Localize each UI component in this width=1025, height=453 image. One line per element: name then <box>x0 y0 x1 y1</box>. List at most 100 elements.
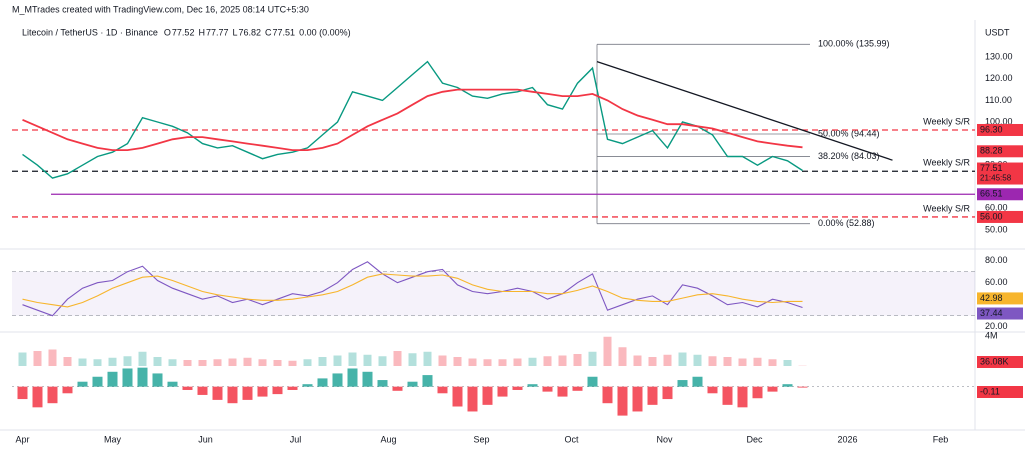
volume-bar <box>288 360 297 366</box>
ma-tag-bg <box>977 145 1023 158</box>
volume-bar <box>498 359 507 366</box>
volume-bar <box>603 336 612 366</box>
macd-histogram-bar <box>782 384 793 387</box>
volume-bar <box>183 360 192 366</box>
x-tick-label: Jun <box>198 434 213 444</box>
fib-label: 0.00% (52.88) <box>818 218 875 228</box>
macd-histogram-bar <box>332 373 343 387</box>
volume-bar <box>363 354 372 366</box>
macd-histogram-bar <box>722 386 733 405</box>
x-tick-label: Dec <box>746 434 763 444</box>
macd-histogram-bar <box>512 386 523 390</box>
macd-histogram-bar <box>122 368 133 387</box>
volume-bar <box>33 351 42 366</box>
macd-histogram-bar <box>257 386 268 397</box>
macd-histogram-bar <box>437 386 448 394</box>
volume-bar <box>333 355 342 366</box>
volume-bar <box>633 355 642 366</box>
macd-histogram-bar <box>452 386 463 407</box>
rsi-tag: 42.98 <box>980 293 1003 303</box>
y-tick-label: 130.00 <box>985 52 1013 62</box>
y-tick-label: 110.00 <box>985 95 1012 105</box>
level-tag: 56.00 <box>980 211 1003 221</box>
macd-tag: -0.11 <box>980 386 1000 396</box>
volume-bar <box>753 357 762 366</box>
macd-histogram-bar <box>272 386 283 395</box>
macd-histogram-bar <box>377 380 388 387</box>
volume-bar <box>168 359 177 366</box>
macd-histogram-bar <box>677 380 688 387</box>
volume-bar <box>588 351 597 366</box>
ohlc-value: 76.82 <box>239 27 262 37</box>
price-tag-bg <box>977 162 1023 185</box>
macd-histogram-bar <box>692 376 703 387</box>
macd-histogram-bar <box>92 376 103 387</box>
volume-bar <box>198 360 207 366</box>
ohlc-value: 77.51 <box>273 27 296 37</box>
macd-histogram-bar <box>152 373 163 387</box>
macd-histogram-bar <box>17 386 28 400</box>
trendline <box>596 60 893 161</box>
level-tag: 66.51 <box>980 189 1003 199</box>
volume-bar <box>258 359 267 366</box>
volume-tag: 36.08K <box>980 356 1009 366</box>
macd-histogram-bar <box>602 386 613 404</box>
volume-bar <box>528 357 537 366</box>
macd-histogram-bar <box>572 386 583 391</box>
macd-histogram-bar <box>482 386 493 405</box>
x-tick-label: Jul <box>290 434 302 444</box>
volume-bar <box>153 357 162 366</box>
macd-histogram-bar <box>407 381 418 387</box>
volume-bar <box>558 355 567 366</box>
volume-bar <box>243 357 252 366</box>
x-tick-label: Sep <box>473 434 489 444</box>
macd-histogram-bar <box>227 386 238 404</box>
y-tick-label: 100.00 <box>985 116 1013 126</box>
volume-bar <box>783 360 792 366</box>
macd-histogram-bar <box>362 371 373 387</box>
x-tick-label: Aug <box>380 434 396 444</box>
volume-bar <box>453 357 462 366</box>
volume-bar <box>468 358 477 366</box>
level-tag-bg <box>977 123 1023 136</box>
volume-bar <box>348 352 357 366</box>
ohlc-value: 77.52 <box>172 27 195 37</box>
volume-bar <box>108 357 117 366</box>
volume-bar <box>93 359 102 366</box>
volume-bar <box>63 357 72 366</box>
y-tick-label: 50.00 <box>985 224 1008 234</box>
volume-bar <box>513 358 522 366</box>
volume-bar <box>303 359 312 366</box>
volume-bar <box>768 359 777 366</box>
x-tick-label: May <box>104 434 122 444</box>
volume-bar <box>723 357 732 366</box>
rsi-tag-bg <box>977 307 1023 320</box>
rsi-ma <box>22 273 803 308</box>
rsi-tag-bg <box>977 292 1023 305</box>
volume-bar <box>708 356 717 366</box>
macd-histogram-bar <box>797 386 808 388</box>
volume-bar <box>648 357 657 366</box>
level-note: Weekly S/R <box>923 203 970 213</box>
macd-histogram-bar <box>632 386 643 412</box>
macd-histogram-bar <box>302 384 313 387</box>
y-tick-label: 4M <box>985 330 998 340</box>
x-tick-label: 2026 <box>837 434 857 444</box>
volume-bar <box>213 359 222 366</box>
x-tick-label: Apr <box>15 434 29 444</box>
level-tag-bg <box>977 210 1023 223</box>
macd-histogram-bar <box>47 386 58 404</box>
ohlc-label: H <box>198 27 205 37</box>
macd-histogram-bar <box>212 386 223 400</box>
level-tag: 96.30 <box>980 124 1003 134</box>
price-tag: 77.51 <box>980 163 1003 173</box>
x-tick-label: Nov <box>656 434 673 444</box>
y-tick-label: 60.00 <box>985 277 1008 287</box>
volume-bar <box>438 355 447 366</box>
macd-histogram-bar <box>242 386 253 400</box>
x-tick-label: Feb <box>933 434 949 444</box>
volume-tag-bg <box>977 356 1023 368</box>
macd-histogram-bar <box>107 371 118 387</box>
